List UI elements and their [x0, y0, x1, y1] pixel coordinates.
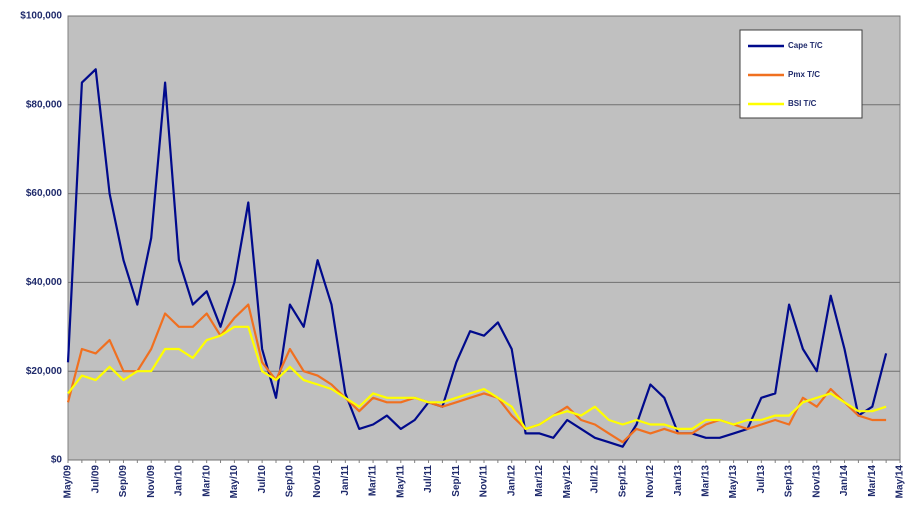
- x-tick-label: Nov/12: [645, 465, 656, 498]
- x-tick-label: Jul/10: [257, 465, 268, 494]
- x-tick-label: Sep/12: [617, 465, 628, 498]
- x-tick-label: May/11: [395, 465, 406, 498]
- y-tick-label: $80,000: [26, 99, 63, 110]
- y-tick-label: $60,000: [26, 188, 63, 199]
- x-tick-label: Nov/10: [312, 465, 323, 498]
- x-tick-label: Sep/13: [784, 465, 795, 498]
- x-tick-label: May/09: [63, 465, 74, 499]
- x-tick-label: Mar/11: [368, 465, 379, 497]
- x-tick-label: Jul/12: [590, 465, 601, 494]
- x-tick-label: Jan/10: [174, 465, 185, 497]
- legend: Cape T/C Pmx T/C BSI T/C: [739, 29, 863, 119]
- series-line: [66, 68, 888, 448]
- x-tick-label: Jan/11: [340, 465, 351, 496]
- legend-label: BSI T/C: [788, 99, 817, 108]
- x-tick-label: Jan/13: [673, 465, 684, 497]
- y-tick-label: $100,000: [20, 11, 62, 22]
- x-tick-label: Mar/12: [534, 465, 545, 497]
- x-tick-label: Nov/13: [811, 465, 822, 498]
- x-tick-label: Sep/11: [451, 465, 462, 497]
- legend-label: Pmx T/C: [788, 70, 820, 79]
- x-tick-label: Mar/10: [201, 465, 212, 497]
- x-tick-label: Jul/11: [423, 465, 434, 493]
- x-tick-label: Sep/09: [118, 465, 129, 498]
- x-tick-label: Sep/10: [285, 465, 296, 498]
- y-tick-label: $20,000: [26, 366, 63, 377]
- x-tick-label: Jan/14: [839, 465, 850, 497]
- x-tick-label: Jan/12: [506, 465, 517, 497]
- series-line: [67, 325, 887, 430]
- x-tick-label: May/12: [562, 465, 573, 499]
- legend-label: Cape T/C: [788, 41, 823, 50]
- x-tick-label: Nov/11: [479, 465, 490, 498]
- x-tick-label: May/13: [728, 465, 739, 499]
- y-tick-label: $0: [51, 455, 63, 466]
- x-tick-label: Mar/13: [701, 465, 712, 497]
- x-tick-label: Jul/13: [756, 465, 767, 494]
- x-tick-label: May/10: [229, 465, 240, 499]
- series-line: [66, 303, 887, 444]
- y-tick-label: $40,000: [26, 277, 63, 288]
- x-tick-label: Nov/09: [146, 465, 157, 498]
- x-tick-label: Jul/09: [90, 465, 101, 494]
- x-tick-label: May/14: [895, 465, 906, 499]
- x-tick-label: Mar/14: [867, 465, 878, 497]
